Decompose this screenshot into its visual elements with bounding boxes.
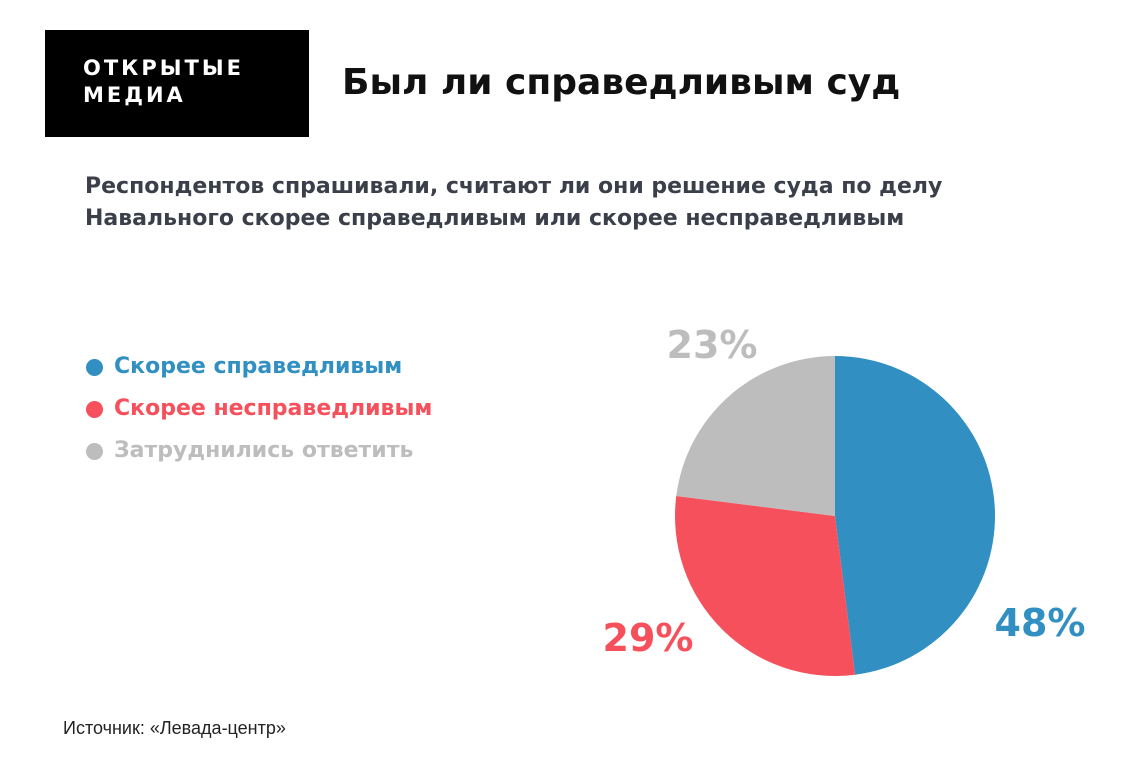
data-label-unfair: 29% <box>603 616 694 660</box>
chart-subtitle: Респондентов спрашивали, считают ли они … <box>85 171 942 235</box>
pie-slice-unfair <box>674 495 856 677</box>
data-label-undecided: 23% <box>667 323 758 367</box>
brand-logo-line-2: МЕДИА <box>83 83 186 107</box>
pie-slice-undecided <box>676 356 835 516</box>
legend-label-undecided: Затруднились ответить <box>114 438 414 463</box>
legend-label-fair: Скорее справедливым <box>114 354 403 379</box>
chart-title: Был ли справедливым суд <box>342 62 901 103</box>
legend-swatch-fair <box>86 359 103 376</box>
legend-label-unfair: Скорее несправедливым <box>114 396 433 421</box>
chart-subtitle-line-1: Респондентов спрашивали, считают ли они … <box>85 174 943 199</box>
data-label-fair: 48% <box>995 601 1086 645</box>
legend-swatch-unfair <box>86 401 103 418</box>
brand-logo-line-1: ОТКРЫТЫЕ <box>83 56 244 80</box>
chart-subtitle-line-2: Навального скорее справедливым или скоре… <box>85 206 905 231</box>
source-note: Источник: «Левада-центр» <box>63 718 286 738</box>
legend-swatch-undecided <box>86 443 103 460</box>
brand-logo: ОТКРЫТЫЕ МЕДИА <box>45 30 309 137</box>
pie-slice-fair <box>835 356 996 675</box>
